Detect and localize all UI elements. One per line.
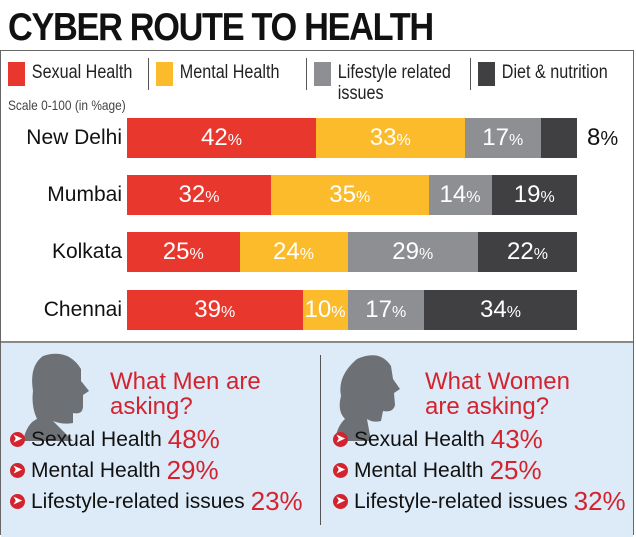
data-label: 35%: [329, 181, 371, 208]
bar-segment: 33%: [316, 118, 465, 158]
arrow-circle-icon: ➤: [10, 432, 25, 447]
item-value: 32%: [573, 486, 626, 516]
item-label: Mental Health: [31, 458, 161, 482]
item-label: Lifestyle-related issues: [354, 489, 568, 513]
data-label: 34%: [480, 296, 521, 323]
data-label: 32%: [178, 181, 220, 208]
legend-swatch: [314, 62, 331, 86]
bar-segment: 29%: [347, 232, 478, 272]
women-list-item: ➤ Mental Health 25%: [333, 455, 542, 486]
bar-segment: 42%: [127, 118, 316, 158]
legend-swatch: [156, 62, 173, 86]
bar-segment: 35%: [271, 175, 429, 215]
legend-swatch: [478, 62, 495, 86]
bar-segment: 25%: [127, 232, 240, 272]
bar-segment: 24%: [239, 232, 348, 272]
item-value: 25%: [489, 455, 542, 485]
data-label: 25%: [162, 238, 204, 265]
item-label: Sexual Health: [354, 427, 485, 451]
arrow-circle-icon: ➤: [333, 432, 348, 447]
data-label: 10%: [304, 296, 346, 323]
item-label: Lifestyle-related issues: [31, 489, 245, 513]
women-list-item: ➤ Sexual Health 43%: [333, 424, 543, 455]
scale-note: Scale 0-100 (in %age): [8, 97, 126, 113]
legend-item: Diet & nutrition: [478, 62, 608, 86]
item-value: 48%: [167, 424, 220, 454]
legend-item: Lifestyle related issues: [314, 62, 457, 104]
panel-divider: [320, 355, 321, 525]
bar-segment: 34%: [424, 290, 577, 330]
bar-segment: 14%: [428, 175, 492, 215]
data-label: 42%: [201, 124, 242, 151]
item-value: 43%: [490, 424, 543, 454]
women-list-item: ➤ Lifestyle-related issues 32%: [333, 486, 626, 517]
data-label: 24%: [273, 238, 314, 265]
male-head-silhouette-icon: [23, 353, 89, 441]
bar-segment: [541, 118, 577, 158]
bar-segment: 17%: [464, 118, 541, 158]
men-list-item: ➤ Lifestyle-related issues 23%: [10, 486, 303, 517]
arrow-circle-icon: ➤: [333, 463, 348, 478]
legend-swatch: [8, 62, 25, 86]
category-label: New Delhi: [26, 126, 122, 149]
legend-separator: [306, 58, 307, 90]
legend-item: Mental Health: [156, 62, 279, 86]
data-label: 22%: [507, 238, 548, 265]
bar-segment: 39%: [127, 290, 303, 330]
data-label: 17%: [365, 296, 407, 323]
item-value: 23%: [250, 486, 303, 516]
data-label: 29%: [392, 238, 434, 265]
men-list-item: ➤ Mental Health 29%: [10, 455, 219, 486]
data-label: 8%: [587, 124, 619, 151]
data-label: 19%: [513, 181, 555, 208]
data-label: 33%: [369, 124, 411, 151]
data-label-outside: 8%: [587, 124, 618, 152]
legend-separator: [470, 58, 471, 90]
chart-title: CYBER ROUTE TO HEALTH: [8, 6, 434, 49]
legend-label: Mental Health: [179, 62, 280, 83]
item-label: Mental Health: [354, 458, 484, 482]
bar-segment: 32%: [127, 175, 271, 215]
category-label: Kolkata: [51, 240, 122, 263]
item-value: 29%: [166, 455, 219, 485]
women-heading: What Women are asking?: [425, 368, 570, 420]
arrow-circle-icon: ➤: [10, 463, 25, 478]
bar-segment: 17%: [347, 290, 424, 330]
legend-label: Sexual Health: [31, 62, 133, 83]
legend-separator: [148, 58, 149, 90]
gender-panel: [1, 341, 633, 537]
category-label: Mumbai: [47, 183, 122, 206]
bar-segment: 19%: [491, 175, 577, 215]
data-label: 14%: [439, 181, 481, 208]
legend-item: Sexual Health: [8, 62, 132, 86]
men-list-item: ➤ Sexual Health 48%: [10, 424, 220, 455]
legend-label: Diet & nutrition: [501, 62, 608, 83]
legend-label: Lifestyle related issues: [337, 62, 451, 104]
data-label: 39%: [194, 296, 236, 323]
men-heading: What Men are asking?: [110, 368, 261, 420]
arrow-circle-icon: ➤: [10, 494, 25, 509]
arrow-circle-icon: ➤: [333, 494, 348, 509]
female-head-silhouette-icon: [335, 355, 400, 441]
data-label: 17%: [482, 124, 524, 151]
bar-segment: 10%: [302, 290, 348, 330]
category-label: Chennai: [43, 298, 122, 321]
item-label: Sexual Health: [31, 427, 162, 451]
bar-segment: 22%: [478, 232, 577, 272]
